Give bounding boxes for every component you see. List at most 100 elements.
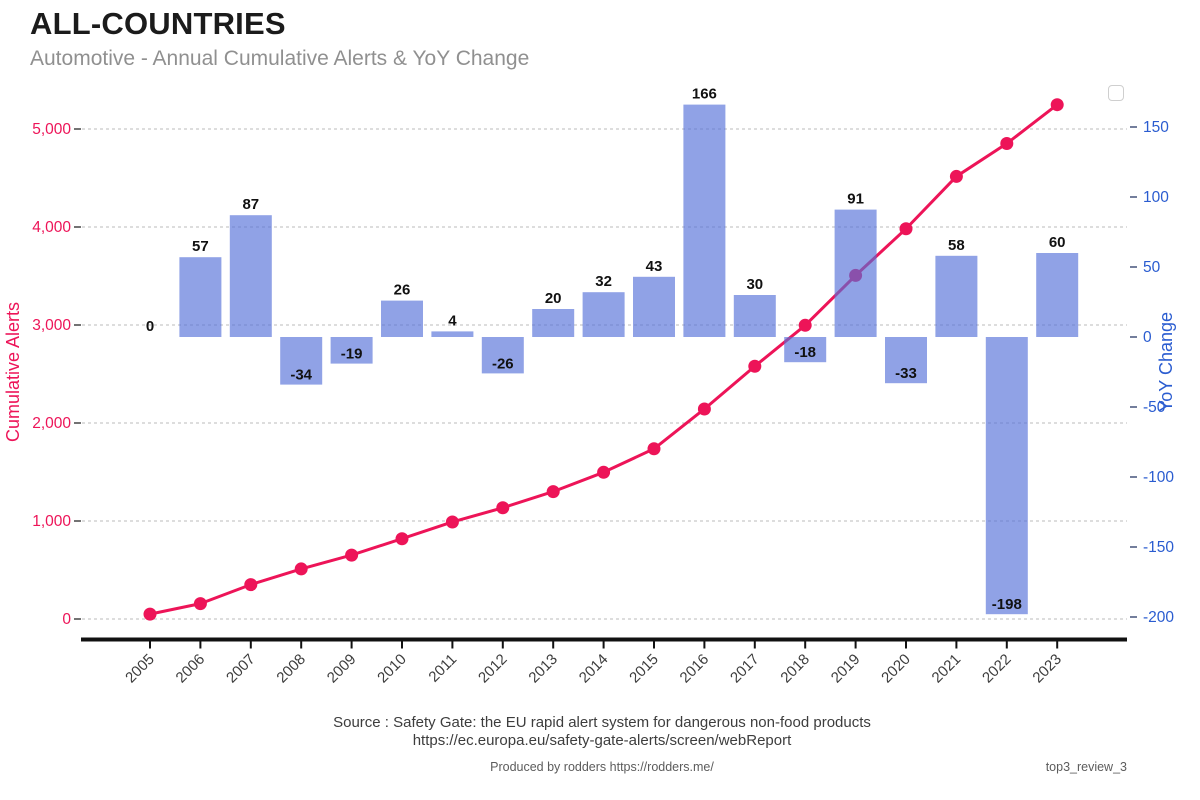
- yoy-bar-2009: [330, 337, 373, 364]
- svg-text:0: 0: [1143, 329, 1152, 346]
- yoy-bar-2014: [582, 292, 625, 337]
- svg-text:4: 4: [448, 312, 457, 329]
- svg-text:0: 0: [146, 318, 154, 335]
- right-axis: -200 -150 -100 -50 0 50 100 150 YoY Change: [1130, 119, 1176, 626]
- yoy-bar-2015: [633, 276, 675, 337]
- line-marker-2021: [949, 169, 963, 183]
- x-label-2007: 2007: [223, 651, 259, 687]
- svg-text:0: 0: [62, 611, 71, 628]
- svg-text:87: 87: [242, 196, 259, 213]
- left-axis: 0 1,000 2,000 3,000 4,000 5,000 Cumulative Ale…: [3, 121, 81, 628]
- svg-text:-50: -50: [1143, 399, 1166, 416]
- svg-text:43: 43: [646, 258, 663, 275]
- cumulative-line-series: [143, 98, 1064, 621]
- legend-toggle-box[interactable]: [1108, 85, 1124, 101]
- line-marker-2007: [244, 578, 258, 592]
- svg-text:32: 32: [595, 273, 612, 290]
- x-label-2010: 2010: [374, 651, 410, 687]
- line-marker-2023: [1050, 98, 1064, 112]
- line-marker-2006: [193, 597, 207, 611]
- page-title: ALL-COUNTRIES: [30, 6, 286, 41]
- line-marker-2012: [496, 501, 510, 515]
- line-marker-2017: [748, 359, 762, 373]
- combo-chart-canvas: 0 1,000 2,000 3,000 4,000 5,000 Cumulative Ale…: [3, 86, 1176, 687]
- x-label-2011: 2011: [425, 651, 460, 686]
- yoy-bars: [179, 104, 1079, 615]
- line-marker-2018: [798, 318, 812, 332]
- yoy-bar-2019: [834, 209, 877, 337]
- svg-text:-33: -33: [895, 365, 917, 382]
- svg-text:30: 30: [746, 276, 763, 293]
- svg-text:2,000: 2,000: [32, 415, 71, 432]
- line-marker-2016: [697, 402, 711, 416]
- x-label-2009: 2009: [324, 651, 360, 687]
- line-marker-2013: [546, 485, 560, 499]
- x-label-2020: 2020: [878, 651, 914, 687]
- yoy-bar-2018: [784, 337, 827, 363]
- svg-text:-19: -19: [341, 346, 363, 363]
- x-label-2008: 2008: [273, 651, 309, 687]
- svg-text:3,000: 3,000: [32, 317, 71, 334]
- svg-text:-34: -34: [290, 367, 312, 384]
- line-marker-2009: [345, 548, 359, 562]
- svg-text:150: 150: [1143, 119, 1169, 136]
- line-marker-2010: [395, 532, 409, 546]
- yoy-bar-2023: [1036, 253, 1079, 337]
- yoy-bar-2010: [381, 300, 423, 337]
- x-label-2006: 2006: [173, 651, 209, 687]
- source-url: https://ec.europa.eu/safety-gate-alerts/…: [412, 732, 792, 749]
- line-marker-2008: [294, 562, 308, 576]
- x-label-2022: 2022: [979, 651, 1015, 687]
- yoy-bar-2017: [733, 295, 776, 337]
- yoy-bar-2011: [431, 331, 474, 337]
- svg-text:50: 50: [1143, 259, 1161, 276]
- x-label-2016: 2016: [677, 651, 713, 687]
- svg-text:-150: -150: [1143, 539, 1174, 556]
- yoy-bar-2013: [532, 309, 575, 337]
- svg-text:100: 100: [1143, 189, 1169, 206]
- x-axis: 2005 2006 2007 2008 2009 2010 2011 2012 2013 2014…: [81, 637, 1127, 687]
- x-label-2012: 2012: [475, 651, 511, 687]
- yoy-bar-2008: [280, 337, 323, 385]
- svg-text:26: 26: [394, 282, 411, 299]
- line-marker-2020: [899, 222, 913, 236]
- x-label-2017: 2017: [727, 651, 763, 687]
- svg-text:-100: -100: [1143, 469, 1174, 486]
- svg-text:YoY Change: YoY Change: [1156, 312, 1176, 412]
- svg-text:57: 57: [192, 238, 209, 255]
- yoy-bar-2012: [481, 337, 524, 374]
- x-label-2013: 2013: [525, 651, 561, 687]
- svg-text:-200: -200: [1143, 609, 1174, 626]
- svg-text:-18: -18: [794, 344, 816, 361]
- x-label-2005: 2005: [122, 651, 158, 687]
- svg-text:91: 91: [847, 191, 864, 208]
- svg-text:-26: -26: [492, 355, 514, 372]
- svg-text:-198: -198: [992, 596, 1022, 613]
- gridlines: [82, 128, 1127, 620]
- svg-text:5,000: 5,000: [32, 121, 71, 138]
- svg-text:Cumulative Alerts: Cumulative Alerts: [3, 302, 23, 442]
- produced-by-text: Produced by rodders https://rodders.me/: [490, 760, 714, 774]
- bar-value-labels: 0 57 87 -34 -19 26 4 -26 20 32 43 166 30 -18 91 -33 58 -1…: [146, 86, 1066, 614]
- svg-text:4,000: 4,000: [32, 219, 71, 236]
- yoy-bar-2006: [179, 257, 222, 337]
- x-label-2021: 2021: [929, 651, 965, 687]
- yoy-bar-2021: [935, 255, 978, 337]
- x-label-2015: 2015: [626, 651, 662, 687]
- line-marker-2005: [143, 607, 157, 621]
- svg-text:60: 60: [1049, 234, 1066, 251]
- yoy-bar-2007: [229, 215, 272, 337]
- x-label-2014: 2014: [576, 651, 612, 687]
- svg-text:1,000: 1,000: [32, 513, 71, 530]
- yoy-bar-2022: [985, 337, 1028, 615]
- svg-text:20: 20: [545, 290, 562, 307]
- yoy-bar-2016: [683, 104, 726, 337]
- line-marker-2011: [445, 515, 459, 529]
- x-label-2023: 2023: [1029, 651, 1065, 687]
- line-marker-2015: [647, 442, 661, 456]
- x-label-2018: 2018: [777, 651, 813, 687]
- line-marker-2022: [1000, 137, 1014, 151]
- svg-text:58: 58: [948, 237, 965, 254]
- svg-text:166: 166: [692, 86, 717, 103]
